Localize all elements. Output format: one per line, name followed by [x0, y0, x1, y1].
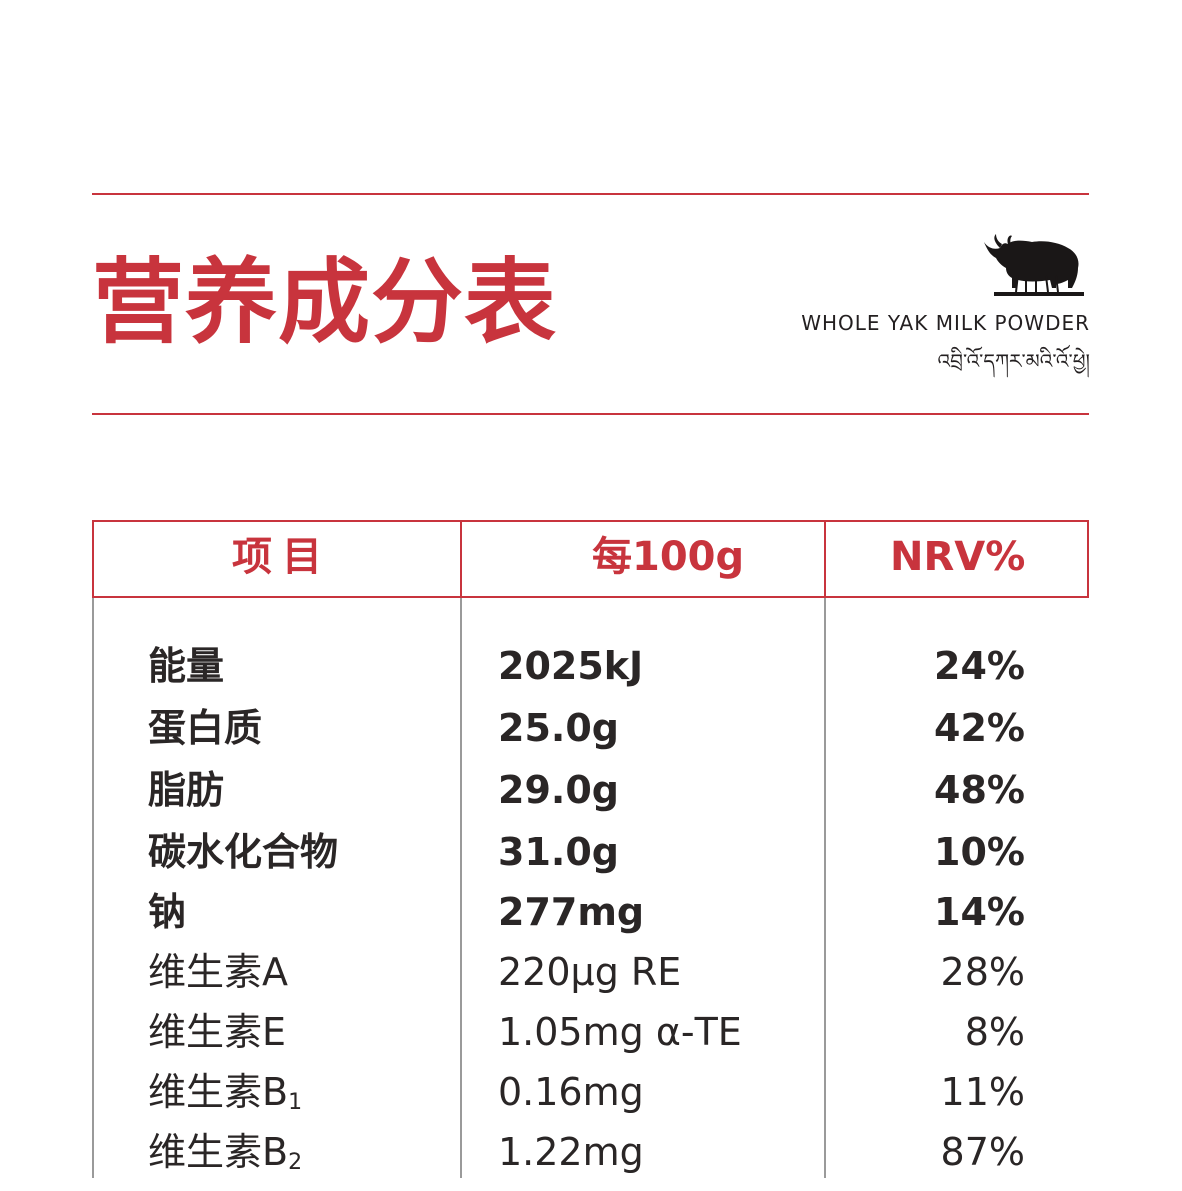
nutrient-nrv: 8%: [964, 1010, 1025, 1054]
table-row: 钠 277mg 14%: [92, 884, 1089, 944]
nutrient-name: 钠: [148, 890, 187, 934]
table-row: 维生素A 220μg RE 28%: [92, 944, 1089, 1004]
brand-tibetan-name: འབྲི་འོ་དཀར་མའི་འོ་ཕྱེ།: [937, 349, 1090, 373]
nutrient-amount: 25.0g: [498, 706, 619, 750]
top-divider: [92, 193, 1089, 195]
nutrient-name-base: 维生素B: [148, 1070, 289, 1114]
nutrient-name: 维生素E: [148, 1010, 287, 1054]
nutrient-nrv: 87%: [940, 1130, 1025, 1174]
header-per-100g: 每100g: [592, 534, 745, 580]
header-column-divider: [460, 520, 462, 598]
nutrient-name: 碳水化合物: [148, 830, 339, 874]
nutrient-name: 能量: [148, 644, 225, 688]
nutrient-name: 蛋白质: [148, 706, 263, 750]
table-row: 蛋白质 25.0g 42%: [92, 700, 1089, 760]
table-row: 能量 2025kJ 24%: [92, 638, 1089, 698]
nutrient-amount: 2025kJ: [498, 644, 644, 688]
nutrient-nrv: 14%: [934, 890, 1025, 934]
nutrient-amount: 31.0g: [498, 830, 619, 874]
table-row: 维生素E 1.05mg α-TE 8%: [92, 1004, 1089, 1064]
nutrient-amount: 1.22mg: [498, 1130, 644, 1174]
table-row: 维生素B1 0.16mg 11%: [92, 1064, 1089, 1124]
nutrient-amount: 277mg: [498, 890, 645, 934]
header-column-divider: [824, 520, 826, 598]
nutrient-name: 维生素B1: [148, 1064, 302, 1131]
body-column-divider: [92, 598, 94, 1178]
nutrient-amount: 0.16mg: [498, 1070, 644, 1114]
nutrient-name: 脂肪: [148, 768, 225, 812]
brand-english-name: WHOLE YAK MILK POWDER: [801, 311, 1090, 335]
table-header: [92, 520, 1089, 598]
nutrient-name-subscript: 2: [288, 1150, 303, 1175]
brand-block: WHOLE YAK MILK POWDER འབྲི་འོ་དཀར་མའི་འོ…: [790, 232, 1090, 382]
nutrient-nrv: 10%: [934, 830, 1025, 874]
page-title: 营养成分表: [92, 249, 558, 356]
nutrient-amount: 220μg RE: [498, 950, 682, 994]
nutrient-amount: 1.05mg α-TE: [498, 1010, 742, 1054]
table-row: 碳水化合物 31.0g 10%: [92, 824, 1089, 884]
bottom-divider: [92, 413, 1089, 415]
nutrient-nrv: 42%: [934, 706, 1025, 750]
nutrient-nrv: 24%: [934, 644, 1025, 688]
nutrient-name-base: 维生素B: [148, 1130, 289, 1174]
nutrient-amount: 29.0g: [498, 768, 619, 812]
table-row: 维生素B2 1.22mg 87%: [92, 1124, 1089, 1184]
nutrient-nrv: 28%: [940, 950, 1025, 994]
nutrient-nrv: 48%: [934, 768, 1025, 812]
nutrient-nrv: 11%: [940, 1070, 1025, 1114]
nutrient-name: 维生素A: [148, 950, 288, 994]
body-column-divider: [460, 598, 462, 1178]
nutrition-table: 项目 每100g NRV% 能量 2025kJ 24% 蛋白质 25.0g 42…: [92, 520, 1089, 1178]
body-column-divider: [824, 598, 826, 1178]
yak-icon: [984, 234, 1084, 296]
table-row: 脂肪 29.0g 48%: [92, 762, 1089, 822]
header-item: 项目: [232, 534, 332, 580]
nutrient-name-subscript: 1: [288, 1090, 303, 1115]
nutrient-name: 维生素B2: [148, 1124, 302, 1191]
header-nrv: NRV%: [890, 534, 1026, 580]
